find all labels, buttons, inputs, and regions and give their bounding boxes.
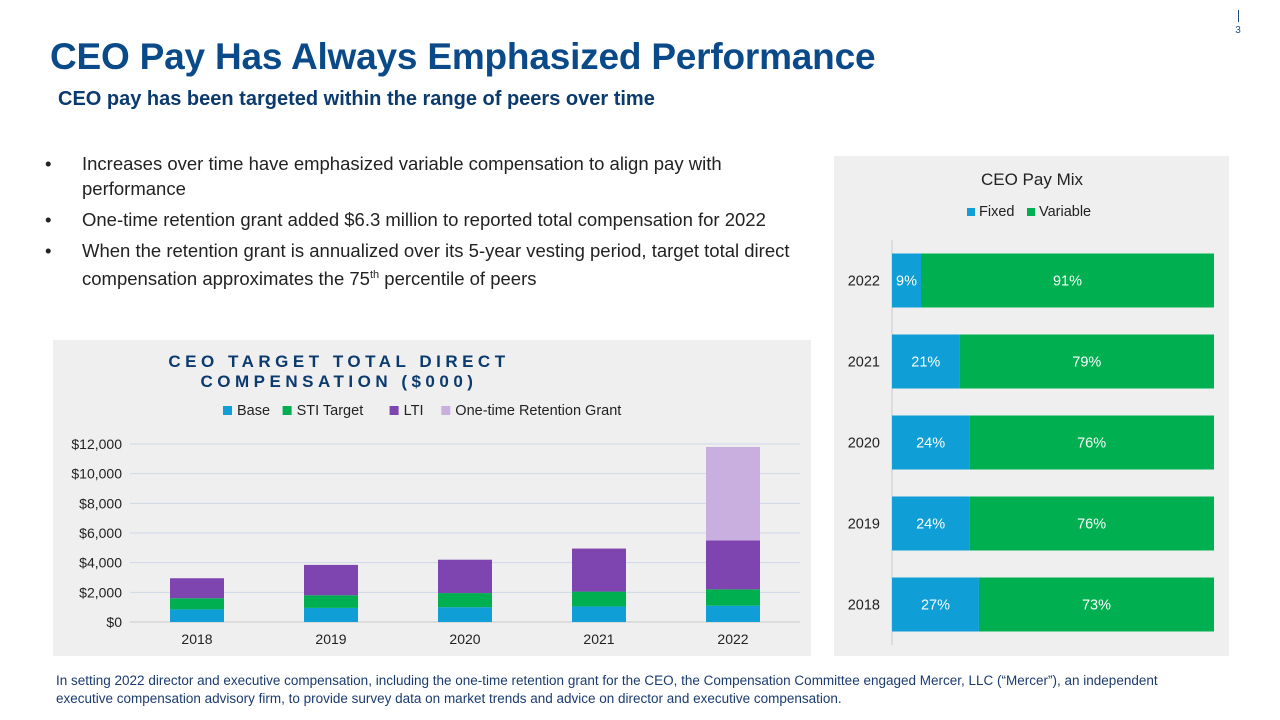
bar-segment: [572, 548, 626, 592]
data-label: 27%: [921, 598, 950, 614]
data-label: 76%: [1077, 436, 1106, 452]
bullet-text: One-time retention grant added $6.3 mill…: [82, 209, 766, 230]
data-label: 24%: [916, 436, 945, 452]
x-tick-label: 2019: [315, 631, 346, 647]
bar-segment: [706, 589, 760, 606]
y-tick-label: $4,000: [79, 555, 122, 571]
bar-segment: [438, 559, 492, 594]
bar-segment: [892, 496, 970, 551]
bullet-text-after: percentile of peers: [379, 268, 537, 290]
bar-segment: [572, 606, 626, 622]
bullet-text-before: When the retention grant is annualized o…: [82, 240, 790, 290]
x-tick-label: 2020: [449, 631, 480, 647]
legend-swatch: [223, 406, 232, 415]
legend-label: STI Target: [297, 403, 364, 419]
bar-segment: [304, 564, 358, 596]
ceo-tdc-chart-panel: CEO TARGET TOTAL DIRECT COMPENSATION ($00…: [53, 340, 811, 656]
data-label: 9%: [896, 274, 917, 290]
chart-legend: Base STI Target LTI One-time Retention Gran…: [223, 403, 621, 419]
bullet-list: • Increases over time have emphasized va…: [45, 151, 805, 297]
chart-title: CEO Pay Mix: [981, 170, 1084, 189]
bullet-item: • One-time retention grant added $6.3 mi…: [45, 207, 805, 232]
data-label: 24%: [916, 517, 945, 533]
data-label: 91%: [1053, 274, 1082, 290]
data-label: 76%: [1077, 517, 1106, 533]
y-tick-label: 2022: [848, 274, 880, 290]
y-tick-label: $10,000: [71, 466, 122, 482]
legend-swatch: [1027, 208, 1035, 216]
legend-swatch: [282, 406, 292, 415]
bar-segment: [304, 595, 358, 608]
bullet-text: When the retention grant is annualized o…: [82, 240, 790, 289]
bar-segment: [892, 334, 960, 389]
y-tick-label: 2021: [848, 355, 880, 371]
bar-segment: [170, 609, 224, 622]
y-tick-label: 2018: [848, 598, 880, 614]
bullet-item: • When the retention grant is annualized…: [45, 238, 805, 291]
legend-label: Fixed: [979, 204, 1014, 220]
page-number-text: 3: [1235, 25, 1241, 36]
bullet-superscript: th: [369, 269, 380, 281]
legend-label: Variable: [1039, 204, 1091, 220]
bar-segment: [920, 253, 1214, 308]
footnote: In setting 2022 director and executive c…: [56, 673, 1158, 706]
page-number: 3: [1234, 10, 1242, 38]
bar-segment: [706, 605, 760, 622]
bar-segment: [969, 496, 1214, 551]
legend-label: Base: [237, 403, 270, 419]
chart-title-line: COMPENSATION ($000): [201, 372, 478, 391]
y-tick-label: $6,000: [79, 525, 122, 541]
y-tick-label: 2020: [848, 436, 880, 452]
chart-legend: Fixed Variable: [967, 204, 1091, 220]
page-title: CEO Pay Has Always Emphasized Performanc…: [50, 36, 876, 77]
bar-segment: [969, 415, 1214, 470]
data-label: 79%: [1072, 355, 1101, 371]
data-label: 21%: [911, 355, 940, 371]
y-tick-label: $2,000: [79, 584, 122, 600]
bullet-text: Increases over time have emphasized vari…: [82, 153, 722, 199]
bullet-item: • Increases over time have emphasized va…: [45, 151, 805, 201]
bar-segment: [170, 578, 224, 599]
bar-segment: [959, 334, 1214, 389]
bar-segment: [978, 577, 1214, 632]
legend-swatch: [389, 406, 399, 415]
legend-swatch: [441, 406, 451, 415]
bar-segment: [304, 607, 358, 622]
y-tick-label: $8,000: [79, 495, 122, 511]
legend-label: LTI: [404, 403, 424, 419]
legend-swatch: [967, 208, 975, 216]
x-tick-label: 2018: [181, 631, 212, 647]
x-tick-label: 2022: [717, 631, 748, 647]
bar-segment: [572, 591, 626, 607]
y-tick-label: $0: [106, 614, 122, 630]
legend-label: One-time Retention Grant: [455, 403, 621, 419]
y-tick-label: $12,000: [71, 436, 122, 452]
page-subtitle: CEO pay has been targeted within the ran…: [58, 88, 655, 110]
x-tick-label: 2021: [583, 631, 614, 647]
bar-segment: [892, 577, 979, 632]
page-number-divider: [1237, 10, 1239, 22]
bar-segment: [438, 607, 492, 622]
bar-segment: [438, 593, 492, 608]
pay-mix-chart-panel: CEO Pay Mix Fixed Variable 9% 91% 2022 21% 79% 2…: [834, 156, 1229, 656]
bar-segment: [892, 415, 970, 470]
bar-segment: [706, 540, 760, 590]
bar-segment: [892, 253, 921, 308]
bullet-dot: •: [45, 240, 52, 261]
pay-mix-chart: CEO Pay Mix Fixed Variable 9% 91% 2022 21% 79% 2…: [848, 170, 1214, 645]
y-tick-label: 2019: [848, 517, 880, 533]
bar-segment: [706, 446, 760, 541]
bullet-dot: •: [45, 209, 52, 230]
bar-segment: [170, 598, 224, 610]
chart-title-line: CEO TARGET TOTAL DIRECT: [168, 352, 509, 371]
data-label: 73%: [1082, 598, 1111, 614]
bullet-dot: •: [45, 153, 52, 174]
